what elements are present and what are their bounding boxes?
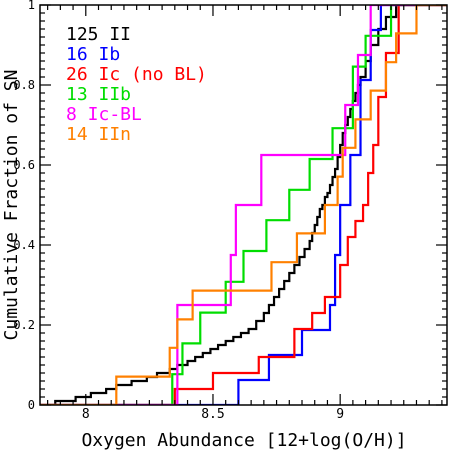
axes: 8 8.5 9 0 0.2 0.4 0.6 0.8 1 bbox=[13, 0, 448, 422]
x-axis-label: Oxygen Abundance [12+log(O/H)] bbox=[81, 430, 406, 451]
x-tick-label: 9 bbox=[336, 407, 344, 422]
series-line-5 bbox=[40, 5, 447, 405]
legend-entry: 14 IIn bbox=[66, 124, 131, 145]
y-tick-label: 1 bbox=[28, 0, 35, 12]
legend-entry: 26 Ic (no BL) bbox=[66, 64, 207, 85]
plot-area bbox=[40, 5, 447, 405]
series-line-3 bbox=[40, 5, 447, 405]
x-tick-label: 8 bbox=[82, 407, 90, 422]
legend-entry: 8 Ic-BL bbox=[66, 104, 142, 125]
y-tick-label: 0.2 bbox=[13, 318, 35, 332]
series-line-4 bbox=[40, 5, 447, 405]
series-line-1 bbox=[40, 5, 447, 405]
y-axis-label: Cumulative Fraction of SN bbox=[1, 70, 22, 341]
y-tick-label: 0.6 bbox=[13, 158, 35, 172]
series-line-6 bbox=[40, 5, 447, 405]
y-tick-label: 0.8 bbox=[13, 78, 35, 92]
y-tick-label: 0.4 bbox=[13, 238, 35, 252]
legend-entry: 125 II bbox=[66, 24, 131, 45]
y-tick-label: 0 bbox=[28, 398, 35, 412]
x-tick-label: 8.5 bbox=[201, 407, 224, 422]
legend-entry: 13 IIb bbox=[66, 84, 131, 105]
legend-entry: 16 Ib bbox=[66, 44, 120, 65]
